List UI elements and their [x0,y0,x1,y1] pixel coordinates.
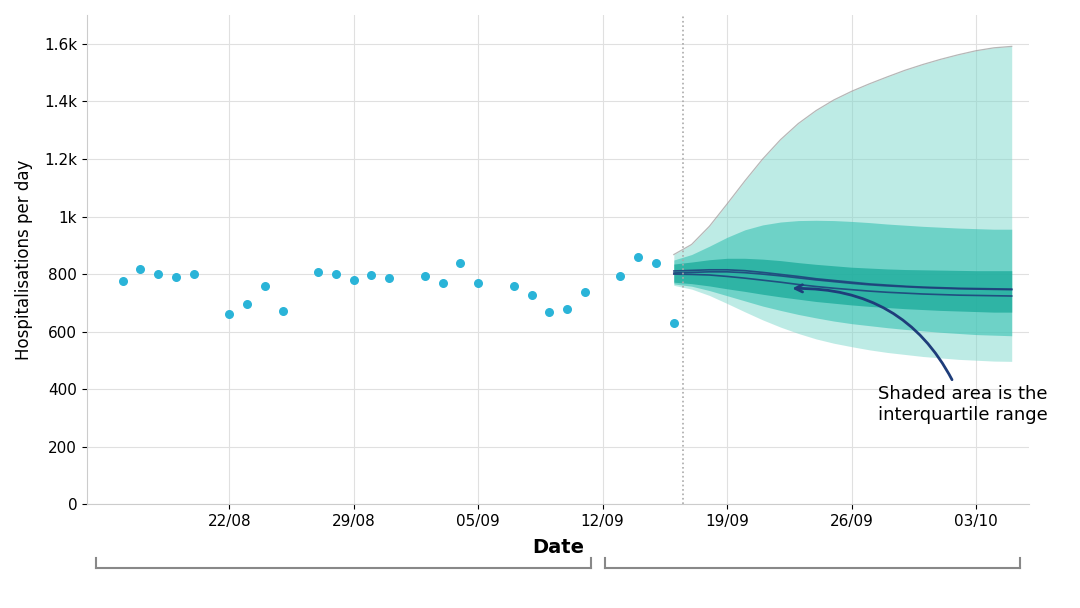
Point [541,307,558,317]
Point [132,264,149,274]
Point [327,269,345,279]
Point [380,273,397,283]
Point [274,306,292,316]
Point [434,278,451,288]
Point [167,272,185,282]
Point [256,282,273,291]
Point [310,267,327,277]
Point [149,269,166,279]
Point [630,252,647,262]
Point [185,269,202,279]
Point [612,271,630,280]
Point [523,290,540,300]
Point [346,275,363,285]
Point [505,282,523,291]
Point [665,318,683,328]
Point [113,277,131,286]
Point [416,271,433,281]
Y-axis label: Hospitalisations per day: Hospitalisations per day [15,159,33,360]
X-axis label: Date: Date [532,537,584,556]
Point [577,287,594,297]
Point [647,258,664,268]
Point [220,309,238,319]
Point [363,271,380,280]
Point [470,278,487,288]
Point [558,305,576,314]
Text: Shaded area is the
interquartile range: Shaded area is the interquartile range [795,285,1048,424]
Point [239,300,256,309]
Point [451,258,469,268]
